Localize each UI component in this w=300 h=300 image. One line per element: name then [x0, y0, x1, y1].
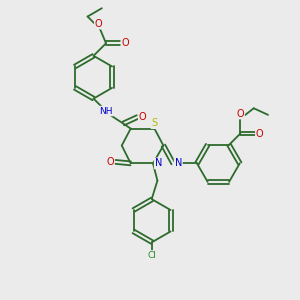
Text: N: N [154, 158, 162, 168]
Text: S: S [152, 118, 158, 128]
Text: O: O [139, 112, 146, 122]
Text: O: O [236, 109, 244, 118]
Text: Cl: Cl [148, 251, 157, 260]
Text: N: N [175, 158, 182, 168]
Text: O: O [106, 157, 114, 167]
Text: O: O [95, 19, 102, 29]
Text: O: O [122, 38, 129, 48]
Text: O: O [256, 128, 263, 139]
Text: NH: NH [99, 106, 113, 116]
